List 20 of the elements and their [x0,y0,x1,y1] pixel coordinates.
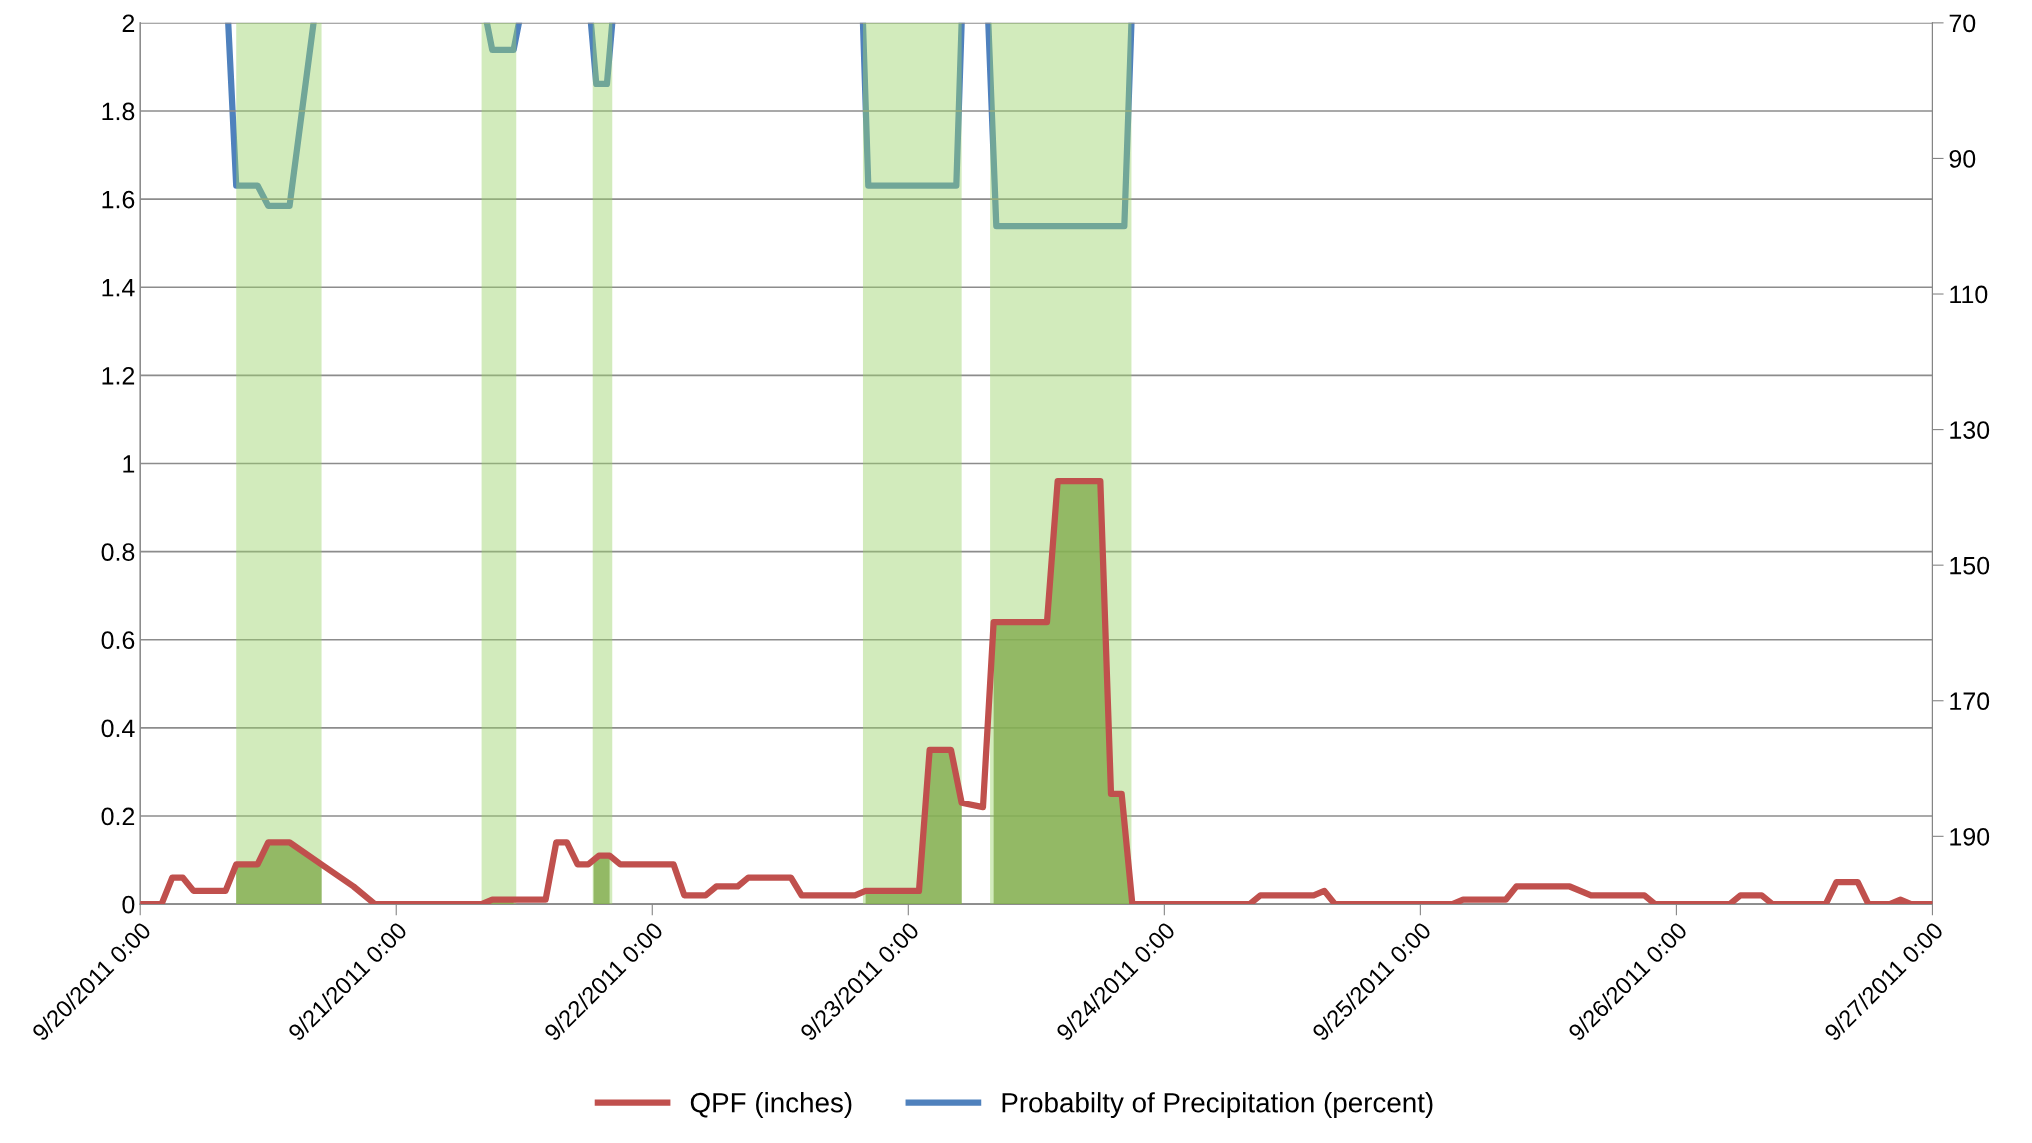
y-tick-label: 2 [122,14,135,32]
y2-tick-label: 170 [1950,692,1990,711]
y-tick-label: 0 [122,895,135,914]
y-tick-label: 1.2 [102,366,135,385]
y-tick-label: 0.4 [101,719,135,738]
y2-tick-label: 110 [1950,285,1988,304]
y-tick-label: 0.2 [101,807,135,826]
y-tick-label: 1.4 [102,279,135,297]
y2-tick-label: 190 [1950,827,1990,846]
y2-tick-label: 130 [1950,421,1990,439]
y-tick-label: 1.6 [102,190,135,209]
y-tick-label: 0.8 [101,543,135,561]
y-tick-label: 1.8 [102,102,135,121]
y-tick-label: 0.6 [101,631,135,650]
legend-label: Probabilty of Precipitation (percent) [1002,1092,1433,1118]
y-tick-label: 1 [123,455,135,473]
y2-tick-label: 70 [1949,14,1976,33]
legend-label: QPF (inches) [690,1092,852,1118]
y2-tick-label: 150 [1950,556,1990,575]
y2-tick-label: 90 [1949,150,1976,168]
